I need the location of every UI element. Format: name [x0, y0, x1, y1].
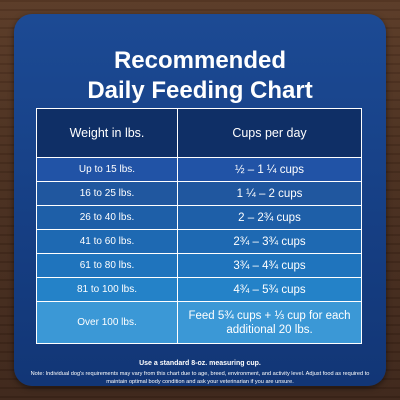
weight-cell: 41 to 60 lbs. [37, 230, 178, 253]
table-row: 81 to 100 lbs. 4¾ – 5¾ cups [37, 277, 361, 301]
feeding-table: Weight in lbs. Cups per day Up to 15 lbs… [36, 108, 362, 344]
weight-cell: 26 to 40 lbs. [37, 206, 178, 229]
cups-cell: 2 – 2¾ cups [238, 211, 301, 224]
table-row: 41 to 60 lbs. 2¾ – 3¾ cups [37, 229, 361, 253]
cups-cell: 1 ¼ – 2 cups [236, 187, 303, 200]
table-row: 61 to 80 lbs. 3¾ – 4¾ cups [37, 253, 361, 277]
title-line-1: Recommended [113, 47, 287, 74]
cups-cell: 3¾ – 4¾ cups [233, 259, 306, 272]
weight-cell: Over 100 lbs. [37, 302, 178, 343]
table-header-row: Weight in lbs. Cups per day [37, 109, 361, 157]
table-row: Over 100 lbs. Feed 5¾ cups + ⅓ cup for e… [37, 301, 361, 343]
footer-notes: Use a standard 8-oz. measuring cup. Note… [14, 360, 386, 386]
title-line-2: Daily Feeding Chart [87, 77, 313, 104]
table-row: 26 to 40 lbs. 2 – 2¾ cups [37, 205, 361, 229]
table-row: 16 to 25 lbs. 1 ¼ – 2 cups [37, 181, 361, 205]
weight-cell: 16 to 25 lbs. [37, 182, 178, 205]
disclaimer-note: Note: Individual dog's requirements may … [30, 371, 370, 385]
weight-cell: 81 to 100 lbs. [37, 278, 178, 301]
feeding-chart-card: Recommended Daily Feeding Chart Weight i… [14, 14, 386, 386]
weight-cell: Up to 15 lbs. [37, 158, 178, 181]
table-row: Up to 15 lbs. ½ – 1 ¼ cups [37, 157, 361, 181]
weight-header: Weight in lbs. [37, 109, 178, 157]
measuring-cup-note: Use a standard 8-oz. measuring cup. [139, 360, 261, 367]
cups-cell: ½ – 1 ¼ cups [234, 163, 305, 176]
cups-header: Cups per day [232, 126, 307, 140]
cups-cell: 4¾ – 5¾ cups [233, 283, 306, 296]
weight-cell: 61 to 80 lbs. [37, 254, 178, 277]
chart-title: Recommended Daily Feeding Chart [14, 46, 386, 106]
cups-cell: Feed 5¾ cups + ⅓ cup for each additional… [188, 309, 351, 336]
cups-cell: 2¾ – 3¾ cups [233, 235, 306, 248]
